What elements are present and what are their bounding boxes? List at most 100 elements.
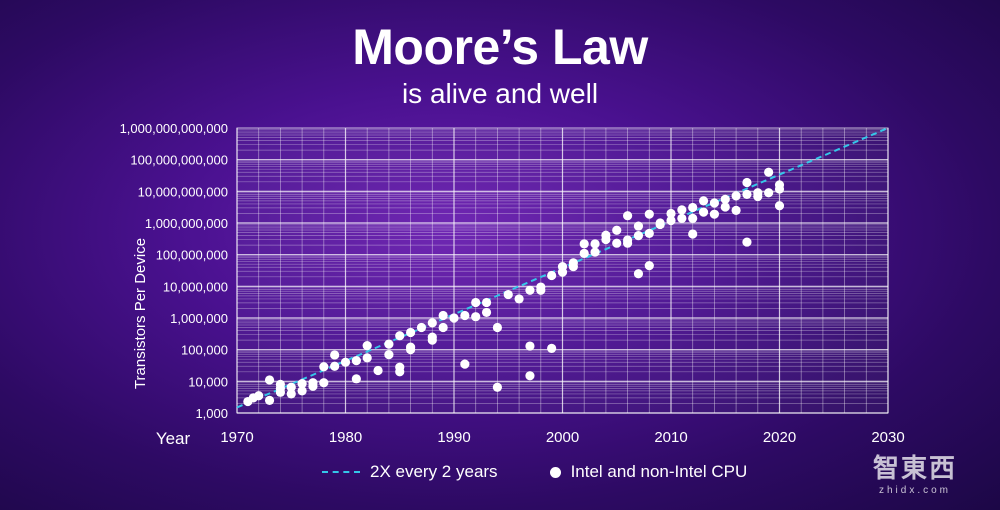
data-point [688, 202, 698, 213]
data-point [503, 289, 513, 300]
data-point [351, 356, 361, 366]
data-point [742, 177, 752, 188]
data-point [774, 201, 785, 211]
data-point [254, 391, 264, 401]
data-point [319, 362, 329, 372]
data-point [764, 167, 774, 177]
data-point [623, 211, 633, 221]
data-point [286, 389, 296, 399]
data-point [612, 238, 622, 248]
data-point [525, 285, 535, 295]
watermark-main: 智東西 [872, 453, 957, 483]
data-point [633, 269, 644, 279]
data-point [481, 307, 492, 318]
data-point [590, 239, 600, 249]
data-point [731, 191, 741, 201]
data-point [492, 382, 502, 392]
data-point [547, 343, 557, 353]
data-point [612, 225, 622, 235]
data-point [677, 213, 687, 223]
data-point [362, 353, 372, 363]
x-tick-label: 1990 [437, 429, 470, 446]
data-point [330, 350, 340, 360]
data-point [709, 209, 720, 219]
data-point [471, 312, 481, 322]
data-point [330, 361, 340, 371]
data-point [319, 378, 329, 388]
watermark-logo: 智東西 zhidx.com [840, 448, 990, 496]
watermark-sub: zhidx.com [878, 485, 951, 496]
y-tick-label: 10,000,000 [163, 279, 228, 294]
data-point [395, 331, 405, 341]
y-tick-label: 1,000,000 [170, 311, 228, 326]
data-point [698, 207, 709, 217]
data-point [644, 209, 654, 219]
data-point [525, 341, 535, 351]
legend-trend-label: 2X every 2 years [370, 462, 498, 481]
data-point [774, 184, 785, 194]
data-point [547, 270, 557, 281]
data-point [688, 229, 698, 239]
data-point [340, 357, 351, 367]
data-point [579, 248, 589, 258]
data-point [666, 215, 676, 226]
data-point [731, 205, 741, 215]
data-point [666, 208, 676, 219]
data-point [764, 188, 774, 198]
data-point [406, 342, 416, 352]
y-tick-label: 100,000,000 [156, 248, 228, 263]
data-points [243, 167, 785, 407]
data-point [720, 202, 730, 212]
data-point [427, 318, 437, 328]
y-tick-label: 1,000 [195, 406, 228, 421]
data-point [427, 332, 437, 342]
y-tick-label: 10,000 [188, 374, 228, 389]
data-point [579, 239, 589, 249]
data-point [623, 235, 633, 245]
data-point [688, 213, 698, 223]
data-point [471, 297, 481, 308]
data-point [590, 247, 600, 257]
y-tick-label: 100,000 [181, 343, 228, 358]
y-tick-label: 10,000,000,000 [138, 184, 228, 199]
data-point [297, 386, 307, 396]
data-point [601, 230, 611, 240]
chart-subtitle: is alive and well [401, 78, 599, 109]
data-point [514, 294, 524, 304]
legend-points-label: Intel and non-Intel CPU [570, 462, 748, 481]
y-tick-label: 1,000,000,000 [145, 216, 228, 231]
chart-title: Moore’s Law [352, 19, 648, 75]
x-axis-title: Year [156, 429, 191, 448]
data-point [492, 322, 502, 333]
x-tick-label: 2010 [654, 429, 687, 446]
data-point [557, 267, 568, 277]
data-point [297, 378, 307, 389]
legend-points-swatch [549, 466, 561, 478]
legend: 2X every 2 years Intel and non-Intel CPU [322, 462, 747, 482]
data-point [644, 228, 654, 238]
data-point [351, 374, 361, 384]
data-point [275, 379, 285, 390]
data-point [438, 322, 448, 333]
x-tick-label: 2000 [546, 429, 579, 446]
legend-trend-swatch [322, 471, 360, 473]
data-point [416, 322, 427, 333]
data-point [264, 375, 275, 385]
data-point [677, 205, 687, 215]
y-tick-label: 100,000,000,000 [130, 153, 228, 168]
x-tick-label: 1970 [220, 429, 253, 446]
data-point [525, 371, 535, 381]
x-tick-label: 1980 [329, 429, 362, 446]
data-point [362, 341, 372, 351]
x-tick-label: 2030 [871, 429, 904, 446]
data-point [709, 198, 720, 208]
data-point [742, 237, 752, 247]
data-point [568, 261, 578, 272]
data-point [536, 282, 546, 292]
data-point [406, 327, 416, 338]
data-point [460, 310, 470, 321]
data-point [384, 339, 394, 349]
data-point [633, 231, 644, 241]
data-point [753, 188, 763, 198]
